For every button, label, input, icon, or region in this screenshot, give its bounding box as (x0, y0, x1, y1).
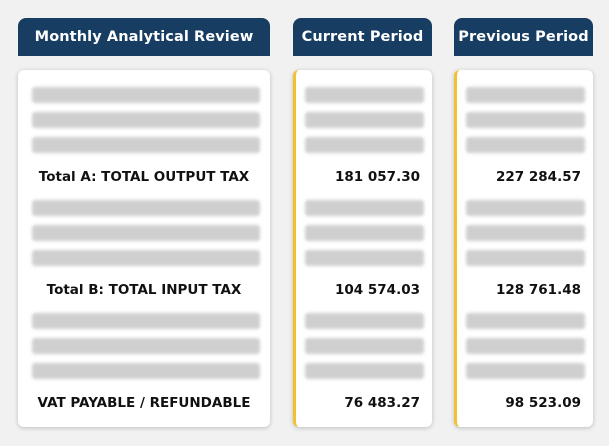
blurred-row (466, 137, 585, 153)
blurred-row (305, 313, 424, 329)
blurred-row (32, 338, 260, 354)
blurred-row (466, 112, 585, 128)
blurred-row (305, 225, 424, 241)
blurred-row (32, 200, 260, 216)
blurred-row (32, 313, 260, 329)
blurred-row (32, 87, 260, 103)
blurred-row (466, 87, 585, 103)
blurred-row (32, 137, 260, 153)
total-a-current-value: 181 057.30 (335, 169, 420, 185)
total-b-label: Total B: TOTAL INPUT TAX (46, 282, 242, 298)
blurred-row (305, 87, 424, 103)
vat-previous-value: 98 523.09 (505, 395, 581, 411)
blurred-row (32, 250, 260, 266)
total-b-previous-value: 128 761.48 (496, 282, 581, 298)
blurred-row (466, 363, 585, 379)
blurred-row (466, 313, 585, 329)
current-period-panel: 181 057.30 104 574.03 76 483.27 (293, 70, 432, 427)
blurred-row (305, 363, 424, 379)
blurred-row (466, 250, 585, 266)
total-b-current-value: 104 574.03 (335, 282, 420, 298)
blurred-row (305, 200, 424, 216)
header-monthly-analytical-review: Monthly Analytical Review (18, 18, 270, 56)
labels-panel: Total A: TOTAL OUTPUT TAX Total B: TOTAL… (18, 70, 270, 427)
vat-current-value: 76 483.27 (344, 395, 420, 411)
total-a-previous-value: 227 284.57 (496, 169, 581, 185)
blurred-row (466, 338, 585, 354)
header-previous-period: Previous Period (454, 18, 593, 56)
blurred-row (305, 112, 424, 128)
blurred-row (305, 338, 424, 354)
blurred-row (305, 137, 424, 153)
vat-payable-label: VAT PAYABLE / REFUNDABLE (37, 395, 251, 411)
previous-period-panel: 227 284.57 128 761.48 98 523.09 (454, 70, 593, 427)
blurred-row (466, 225, 585, 241)
total-a-label: Total A: TOTAL OUTPUT TAX (38, 169, 250, 185)
header-current-period: Current Period (293, 18, 432, 56)
blurred-row (32, 112, 260, 128)
blurred-row (466, 200, 585, 216)
blurred-row (32, 225, 260, 241)
blurred-row (32, 363, 260, 379)
blurred-row (305, 250, 424, 266)
